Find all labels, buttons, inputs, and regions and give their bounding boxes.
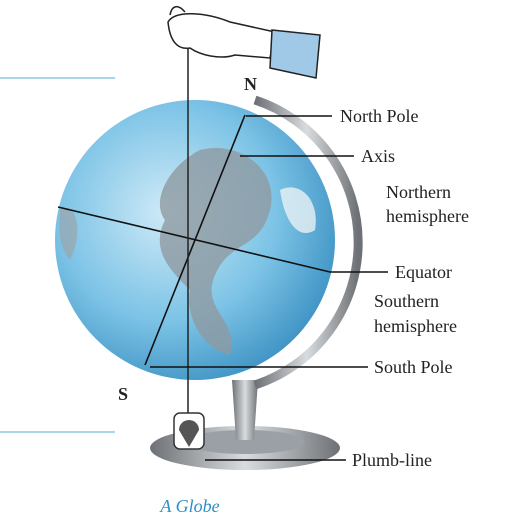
sleeve [269,29,321,79]
label: hemisphere [386,206,469,226]
label: Southern [374,291,439,311]
globe-base-top [185,430,305,454]
plumb-bob [179,420,199,447]
label: Plumb-line [352,450,432,470]
south-letter: S [118,384,128,404]
caption: A Globe [159,496,219,516]
label: Axis [361,146,395,166]
label: North Pole [340,106,419,126]
meridian-ring [253,95,363,390]
equator-line [57,206,331,273]
hand [167,13,276,59]
string-loop [169,6,186,16]
globe-stem [232,380,258,440]
label: Northern [386,182,451,202]
north-letter: N [244,74,257,94]
label: Equator [395,262,452,282]
label: South Pole [374,357,453,377]
label: hemisphere [374,316,457,336]
land [280,187,316,234]
land [59,208,78,260]
